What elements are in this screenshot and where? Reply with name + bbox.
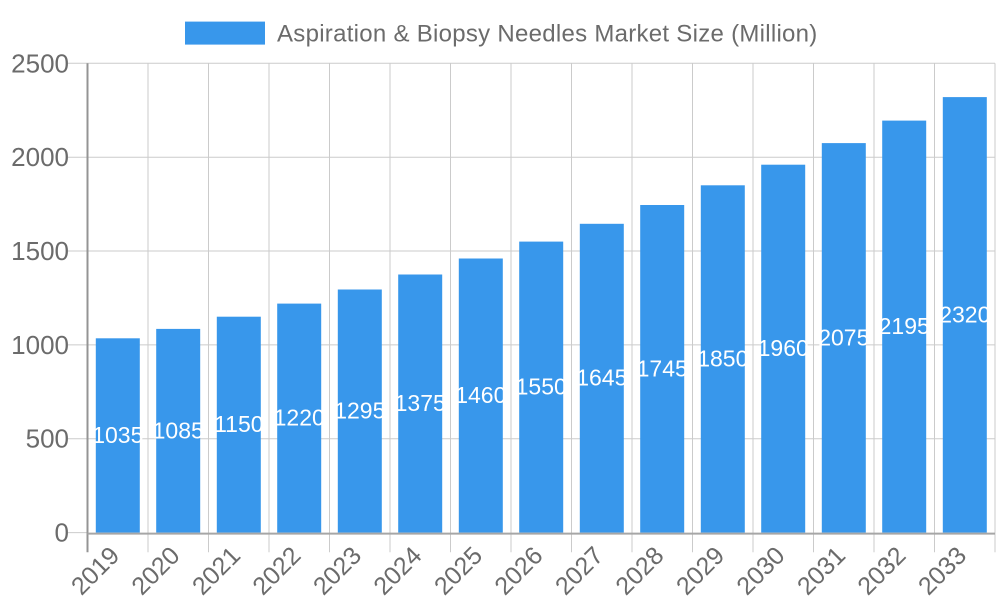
svg-text:500: 500 [26,424,69,454]
svg-text:0: 0 [55,518,69,548]
svg-text:2075: 2075 [818,324,869,350]
svg-text:1150: 1150 [214,411,263,437]
svg-text:2500: 2500 [11,48,69,78]
svg-text:1960: 1960 [758,335,809,361]
svg-text:2000: 2000 [11,142,69,172]
svg-text:1460: 1460 [455,382,506,408]
svg-text:1500: 1500 [11,236,69,266]
svg-text:1000: 1000 [11,330,69,360]
svg-text:1220: 1220 [274,405,325,431]
svg-text:Aspiration & Biopsy Needles Ma: Aspiration & Biopsy Needles Market Size … [277,21,818,48]
svg-text:1295: 1295 [334,398,385,424]
svg-text:2195: 2195 [879,313,930,339]
svg-text:1645: 1645 [576,365,627,391]
svg-text:1745: 1745 [637,355,688,381]
svg-text:1550: 1550 [516,374,567,400]
svg-text:2320: 2320 [939,301,990,327]
svg-text:1085: 1085 [153,417,204,443]
svg-text:1850: 1850 [697,346,748,372]
svg-text:1375: 1375 [395,390,446,416]
svg-text:1035: 1035 [92,422,143,448]
